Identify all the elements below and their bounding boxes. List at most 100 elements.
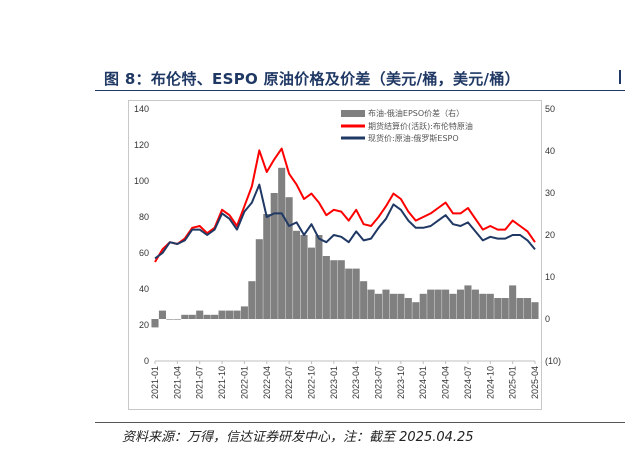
right-axis-tick-label: 30: [545, 188, 555, 198]
spread-bar: [158, 310, 166, 319]
right-axis-tick-label: 40: [545, 146, 555, 156]
legend-label: 期货结算价(活跃):布伦特原油: [368, 121, 473, 131]
spread-bar: [151, 319, 159, 328]
left-axis-tick-label: 120: [134, 140, 149, 150]
spread-bar: [225, 310, 234, 319]
spread-bar: [412, 302, 420, 319]
axes-layer: 0 20 40 60 80 100 120 140 (10) 0 10 20 30 40 50 2021-01…: [134, 104, 561, 399]
spread-bar: [494, 298, 502, 319]
spread-bar: [218, 310, 226, 319]
spread-bar: [203, 314, 211, 319]
right-axis-tick-label: 10: [545, 272, 555, 282]
x-axis-tick-label: 2022-01: [239, 366, 249, 399]
legend-label: 现货价:原油:俄罗斯ESPO: [368, 133, 459, 143]
figure-title: 图 8：布伦特、ESPO 原油价格及价差（美元/桶，美元/桶）: [104, 70, 520, 88]
left-axis-tick-label: 40: [139, 284, 149, 294]
spread-bar: [188, 314, 196, 319]
spread-bar: [233, 310, 241, 319]
spread-bar: [479, 293, 487, 319]
spread-bar: [240, 306, 248, 319]
spread-bar: [307, 247, 316, 319]
spread-bar: [442, 289, 450, 319]
spread-bar: [263, 214, 271, 319]
spread-bar: [352, 268, 360, 319]
left-axis-tick-label: 0: [144, 356, 149, 366]
espo-price-line: [154, 183, 536, 260]
spread-bar: [434, 289, 442, 319]
left-axis-tick-label: 60: [139, 248, 149, 258]
source-note: 资料来源：万得，信达证券研发中心，注：截至 2025.04.25: [122, 430, 474, 445]
spread-bar: [345, 268, 353, 319]
spread-bar: [419, 293, 427, 319]
spread-bar: [449, 293, 457, 319]
spread-bar: [471, 289, 479, 319]
spread-bar: [211, 314, 219, 319]
x-axis-tick-label: 2021-01: [150, 366, 160, 399]
brent-price-line: [154, 147, 536, 263]
x-axis-tick-label: 2025-01: [508, 366, 518, 399]
spread-bar: [464, 285, 472, 319]
spread-bar: [509, 285, 517, 319]
right-axis-tick-label: 0: [545, 314, 550, 324]
legend-swatch-spread: [341, 110, 365, 117]
spread-bar: [501, 298, 509, 319]
x-axis-tick-label: 2025-04: [530, 366, 540, 399]
spread-bar: [181, 314, 189, 319]
right-axis-tick-label: 20: [545, 230, 555, 240]
x-axis-tick-label: 2021-04: [172, 366, 182, 399]
spread-bar: [322, 256, 330, 319]
spread-bar: [293, 230, 301, 319]
title-divider: [95, 90, 625, 91]
legend-label: 布油-俄油EPSO价差（右）: [368, 108, 464, 118]
spread-bar: [360, 281, 368, 319]
left-axis-tick-label: 100: [134, 176, 149, 186]
x-axis-tick-label: 2023-04: [351, 366, 361, 399]
header-edge-mark: [619, 70, 621, 84]
spread-bar: [255, 239, 263, 319]
spread-bar: [397, 293, 405, 319]
x-axis-tick-label: 2023-07: [374, 366, 384, 399]
spread-bar: [315, 235, 323, 319]
spread-bar: [367, 289, 375, 319]
spread-bar: [173, 319, 181, 320]
spread-bar: [486, 293, 494, 319]
spread-bar: [389, 293, 397, 319]
spread-bar: [337, 260, 345, 319]
left-axis-tick-label: 140: [134, 104, 149, 114]
x-axis-tick-label: 2022-04: [262, 366, 272, 399]
spread-bar: [285, 197, 293, 319]
spread-bar: [166, 319, 174, 320]
x-axis-tick-label: 2023-10: [396, 366, 406, 399]
spread-bar: [456, 289, 465, 319]
right-axis-tick-label: 50: [545, 104, 555, 114]
spread-bar: [278, 167, 286, 319]
spread-bar: [427, 289, 435, 319]
spread-bar: [300, 235, 308, 319]
x-axis-tick-label: 2022-07: [284, 366, 294, 399]
x-axis-tick-label: 2024-10: [485, 366, 495, 399]
spread-area-layer: [151, 167, 539, 328]
footer-divider: [95, 422, 625, 423]
x-axis-tick-label: 2024-07: [463, 366, 473, 399]
spread-bar: [404, 298, 412, 319]
spread-bar: [270, 193, 278, 319]
left-axis-tick-label: 80: [139, 212, 149, 222]
x-axis-tick-label: 2023-01: [329, 366, 339, 399]
spread-bar: [516, 298, 524, 319]
spread-bar: [382, 289, 390, 319]
spread-bar: [531, 302, 539, 319]
spread-bar: [374, 293, 383, 319]
price-lines-layer: [154, 147, 536, 263]
left-axis-tick-label: 20: [139, 320, 149, 330]
spread-bar: [248, 281, 256, 319]
spread-bar: [524, 298, 532, 319]
x-axis-tick-label: 2021-10: [217, 366, 227, 399]
x-axis-tick-label: 2022-10: [307, 366, 317, 399]
spread-bar: [196, 310, 204, 319]
right-axis-tick-label: (10): [545, 356, 561, 366]
x-axis-tick-label: 2024-01: [418, 366, 428, 399]
legend: 布油-俄油EPSO价差（右） 期货结算价(活跃):布伦特原油现货价:原油:俄罗斯E…: [341, 108, 473, 143]
spread-bar: [330, 260, 338, 319]
x-axis-tick-label: 2024-04: [441, 366, 451, 399]
